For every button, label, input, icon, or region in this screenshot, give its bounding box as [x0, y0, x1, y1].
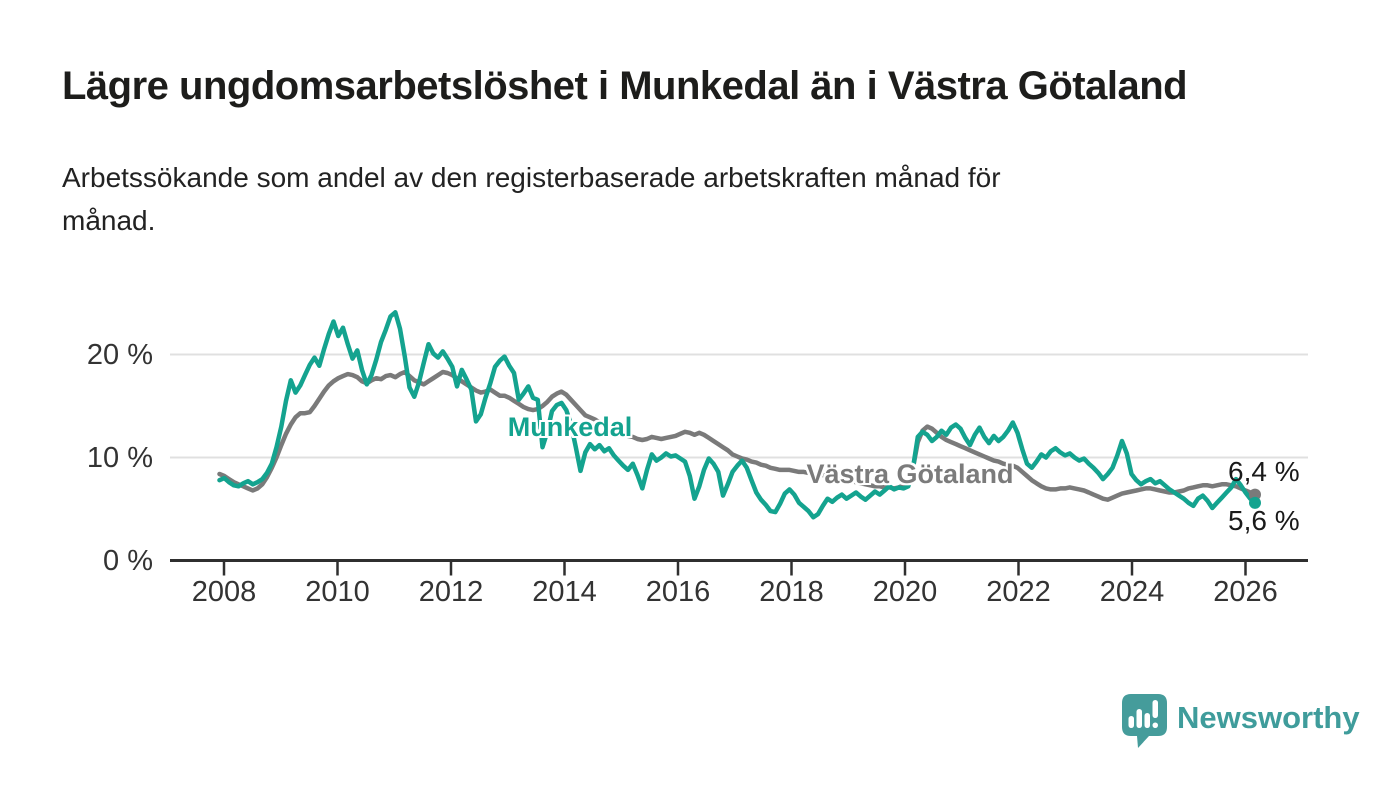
newsworthy-logo-icon [1122, 694, 1167, 748]
end-dot-v-stra-g-taland [1249, 488, 1261, 501]
series-label-vastra-gotaland: Västra Götaland [806, 459, 1014, 489]
y-tick-label-0: 0 % [103, 544, 153, 577]
x-tick-label-2012: 2012 [418, 576, 484, 608]
y-tick-label-10: 10 % [86, 441, 153, 474]
end-dot-munkedal [1249, 496, 1261, 509]
x-tick-label-2008: 2008 [191, 576, 257, 608]
x-tick-label-2010: 2010 [305, 576, 370, 608]
x-tick-label-2022: 2022 [986, 576, 1051, 608]
line-v-stra-g-taland [217, 369, 1258, 502]
x-tick-label-2016: 2016 [645, 576, 711, 608]
x-tick-label-2020: 2020 [872, 576, 938, 608]
end-value-vastra-gotaland: 6,4 % [1228, 456, 1300, 487]
newsworthy-logo-text: Newsworthy [1177, 700, 1360, 735]
newsworthy-branding: Newsworthy [1115, 686, 1360, 750]
end-value-munkedal: 5,6 % [1228, 505, 1300, 536]
line-munkedal [217, 310, 1258, 520]
page-title: Lägre ungdomsarbetslöshet i Munkedal än … [62, 64, 1188, 108]
chart-subtitle: Arbetssökande som andel av den registerb… [62, 156, 1262, 242]
x-tick-label-2024: 2024 [1099, 576, 1165, 608]
x-tick-label-2018: 2018 [759, 576, 824, 608]
series-label-munkedal: Munkedal [507, 412, 633, 442]
x-tick-label-2026: 2026 [1213, 576, 1278, 608]
x-tick-label-2014: 2014 [532, 576, 597, 608]
chart-subtitle-line2: månad. [62, 205, 156, 236]
chart-subtitle-line1: Arbetssökande som andel av den registerb… [62, 162, 1001, 193]
y-tick-label-20: 20 % [86, 338, 153, 371]
